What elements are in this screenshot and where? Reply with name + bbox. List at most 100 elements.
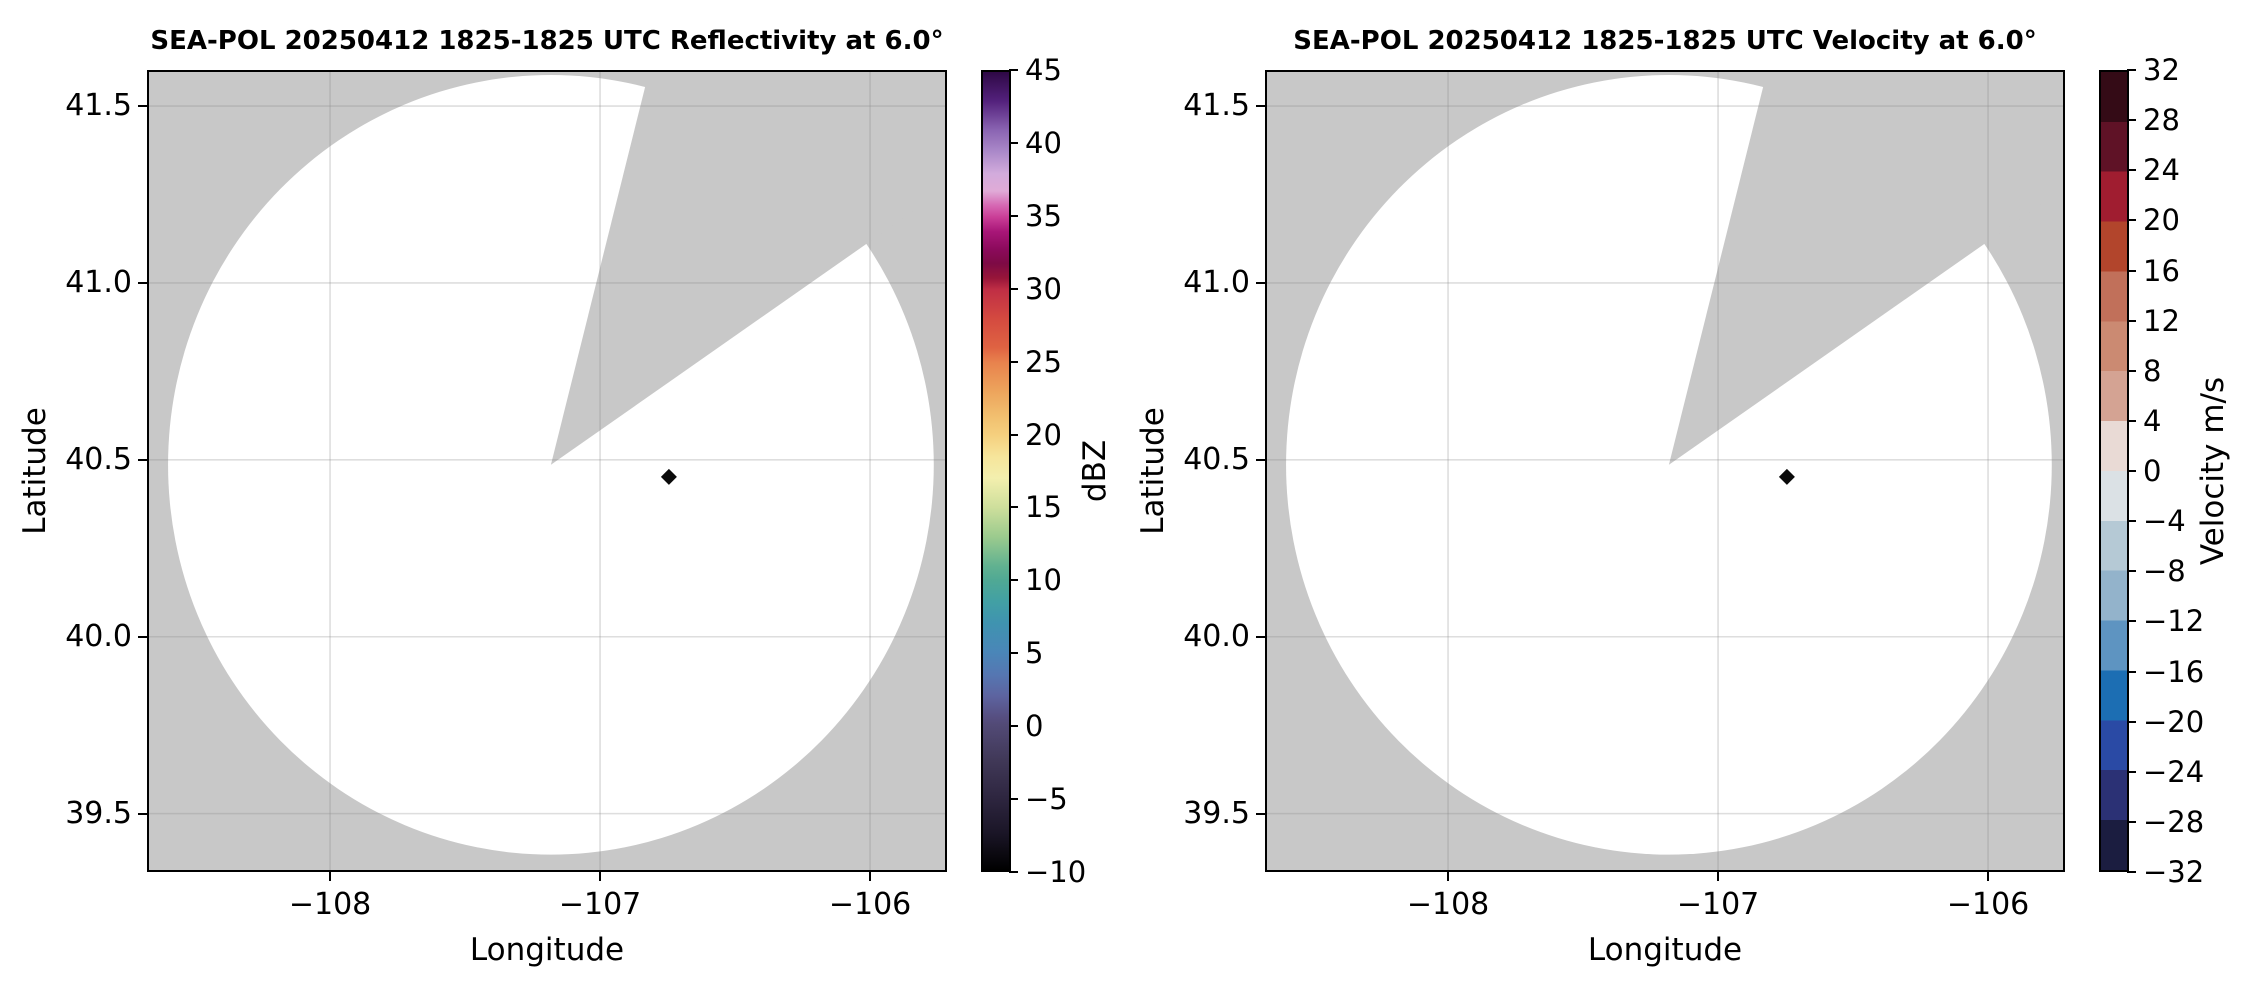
colorbar-tick-mark	[1009, 725, 1018, 728]
x-tick-mark	[599, 872, 602, 881]
colorbar-tick-mark	[2127, 319, 2136, 322]
colorbar-tick-mark	[2127, 169, 2136, 172]
axes-border	[147, 70, 947, 872]
colorbar-tick-mark	[2127, 269, 2136, 272]
colorbar-tick-label: 15	[1025, 490, 1062, 525]
colorbar-tick-mark	[2127, 219, 2136, 222]
y-tick-mark	[1256, 458, 1265, 461]
colorbar-tick-mark	[2127, 419, 2136, 422]
colorbar-tick-mark	[2127, 871, 2136, 873]
colorbar-tick-mark	[1009, 141, 1018, 144]
y-tick-label: 41.5	[65, 88, 132, 124]
y-tick-label: 40.5	[1183, 441, 1250, 477]
x-tick-label: −107	[558, 887, 642, 922]
colorbar-tick-mark	[1009, 652, 1018, 655]
y-tick-label: 40.0	[65, 618, 132, 654]
x-tick-mark	[1447, 872, 1450, 881]
colorbar-tick-label: 45	[1025, 53, 1062, 87]
colorbar-tick-mark	[1009, 433, 1018, 436]
y-tick-label: 41.0	[65, 264, 132, 300]
colorbar-tick-label: 20	[1025, 417, 1062, 452]
colorbar-tick-mark	[2127, 570, 2136, 573]
colorbar-tick-label: 32	[2143, 53, 2180, 87]
colorbar-tick-label: 40	[1025, 125, 1062, 160]
colorbar-tick-label: −12	[2143, 604, 2205, 639]
y-tick-label: 41.0	[1183, 264, 1250, 300]
grid-lines	[147, 70, 947, 872]
colorbar-tick-label: −24	[2143, 754, 2205, 789]
y-tick-label: 39.5	[65, 795, 132, 831]
x-tick-mark	[1987, 872, 1990, 881]
colorbar-tick-mark	[2127, 720, 2136, 723]
colorbar-tick-mark	[2127, 670, 2136, 673]
colorbar-tick-label: 35	[1025, 198, 1062, 233]
colorbar-tick-label: 20	[2143, 203, 2180, 238]
colorbar-tick-mark	[2127, 520, 2136, 523]
colorbar-tick-label: 12	[2143, 303, 2180, 338]
colorbar-tick-mark	[2127, 119, 2136, 122]
y-tick-mark	[138, 812, 147, 815]
colorbar-tick-label: 8	[2143, 353, 2162, 388]
missing-sector-wedge	[1668, 70, 2065, 465]
y-tick-mark	[138, 635, 147, 638]
x-tick-label: −106	[1946, 887, 2030, 922]
colorbar-tick-mark	[2127, 620, 2136, 623]
colorbar-tick-label: −4	[2143, 504, 2186, 539]
x-tick-mark	[869, 872, 872, 881]
x-tick-mark	[329, 872, 332, 881]
colorbar-tick-mark	[1009, 360, 1018, 363]
colorbar-tick-label: −20	[2143, 704, 2205, 739]
colorbar-tick-mark	[2127, 369, 2136, 372]
grid-lines	[1265, 70, 2065, 872]
velocity-colorbar	[2099, 70, 2129, 872]
x-tick-label: −106	[828, 887, 912, 922]
colorbar-tick-mark	[1009, 579, 1018, 582]
radar-site-marker	[660, 468, 677, 485]
colorbar-tick-label: 0	[1025, 709, 1044, 744]
y-tick-label: 41.5	[1183, 88, 1250, 124]
colorbar-tick-label: 16	[2143, 253, 2180, 288]
colorbar-tick-label: 5	[1025, 636, 1044, 671]
colorbar-tick-label: 24	[2143, 153, 2180, 188]
colorbar-tick-label: −16	[2143, 654, 2205, 689]
colorbar-tick-mark	[2127, 470, 2136, 472]
velocity-radar-plot	[1265, 70, 2065, 872]
axes-border	[1265, 70, 2065, 872]
y-tick-mark	[1256, 105, 1265, 108]
x-tick-label: −108	[288, 887, 372, 922]
y-tick-label: 40.5	[65, 441, 132, 477]
x-axis-label: Longitude	[469, 932, 625, 968]
colorbar-tick-mark	[2127, 69, 2136, 71]
colorbar-tick-mark	[1009, 214, 1018, 217]
reflectivity-colorbar	[981, 70, 1011, 872]
colorbar-tick-label: −10	[1025, 855, 1087, 889]
colorbar-tick-label: 0	[2143, 454, 2162, 488]
y-tick-mark	[1256, 635, 1265, 638]
x-axis-label: Longitude	[1587, 932, 1743, 968]
colorbar-tick-label: 4	[2143, 403, 2162, 438]
colorbar-tick-label: 10	[1025, 563, 1062, 598]
page-title: SEA-POL 20250412 1825-1825 UTC Reflectiv…	[150, 26, 944, 56]
colorbar-tick-label: 25	[1025, 344, 1062, 379]
y-tick-mark	[1256, 812, 1265, 815]
y-tick-mark	[138, 281, 147, 284]
colorbar-tick-label: 28	[2143, 103, 2180, 138]
y-tick-mark	[138, 105, 147, 108]
colorbar-tick-mark	[1009, 506, 1018, 509]
colorbar-tick-label: −32	[2143, 855, 2205, 889]
y-tick-mark	[1256, 281, 1265, 284]
colorbar-tick-label: −5	[1025, 782, 1068, 817]
x-tick-label: −108	[1406, 887, 1490, 922]
missing-sector-wedge	[550, 70, 947, 465]
colorbar-tick-label: −8	[2143, 554, 2186, 589]
reflectivity-radar-plot	[147, 70, 947, 872]
colorbar-tick-mark	[1009, 287, 1018, 290]
y-tick-label: 39.5	[1183, 795, 1250, 831]
colorbar-tick-label: 30	[1025, 271, 1062, 306]
colorbar-tick-mark	[2127, 770, 2136, 773]
colorbar-tick-mark	[1009, 69, 1018, 71]
colorbar-tick-label: −28	[2143, 804, 2205, 839]
colorbar-tick-mark	[2127, 820, 2136, 823]
